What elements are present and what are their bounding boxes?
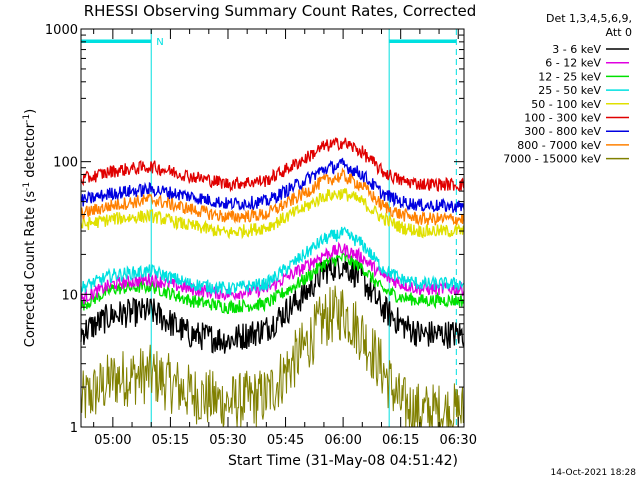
x-tick-label: 05:00 <box>94 433 131 448</box>
timestamp: 14-Oct-2021 18:28 <box>551 468 637 478</box>
y-tick-label: 100 <box>53 156 78 171</box>
y-tick-label: 1000 <box>45 23 78 38</box>
series-line-7 <box>80 167 465 226</box>
series-line-1 <box>80 241 465 305</box>
x-tick-label: 05:15 <box>152 433 189 448</box>
chart-title: RHESSI Observing Summary Count Rates, Co… <box>84 2 477 20</box>
y-tick-label: 10 <box>61 288 78 303</box>
legend-header-1: Det 1,3,4,5,6,9, <box>546 12 632 25</box>
legend-label: 6 - 12 keV <box>545 57 601 70</box>
series-line-3 <box>80 226 465 296</box>
series-line-8 <box>80 285 465 428</box>
legend-label: 7000 - 15000 keV <box>503 153 601 166</box>
legend-label: 800 - 7000 keV <box>517 139 601 152</box>
plot-frame <box>80 28 465 428</box>
series-layer <box>80 137 465 428</box>
x-axis-label: Start Time (31-May-08 04:51:42) <box>228 453 458 469</box>
legend-label: 3 - 6 keV <box>552 43 601 56</box>
x-tick-label: 06:30 <box>440 433 477 448</box>
night-interval-bar <box>81 39 152 43</box>
series-line-0 <box>80 253 465 354</box>
series-line-5 <box>80 137 465 193</box>
x-tick-label: 05:45 <box>267 433 304 448</box>
y-axis-label: Corrected Count Rate (s-1 detector-1) <box>22 109 38 347</box>
y-tick-label: 1 <box>70 421 78 436</box>
y-axis: 1 10 100 1000 <box>45 23 464 436</box>
night-flag: N <box>156 37 163 48</box>
legend-label: 300 - 800 keV <box>524 125 601 138</box>
x-tick-label: 05:30 <box>209 433 246 448</box>
legend-label: 12 - 25 keV <box>538 70 601 83</box>
legend-label: 100 - 300 keV <box>524 112 601 125</box>
series-line-4 <box>80 188 465 240</box>
series-line-6 <box>80 157 465 213</box>
legend-label: 25 - 50 keV <box>538 84 601 97</box>
series-line-2 <box>80 249 465 315</box>
legend-label: 50 - 100 keV <box>531 98 601 111</box>
night-interval-bar <box>389 39 457 43</box>
x-tick-label: 06:00 <box>324 433 361 448</box>
legend-header-2: Att 0 <box>606 26 632 39</box>
x-tick-label: 06:15 <box>382 433 419 448</box>
x-axis: 05:00 05:15 05:30 05:45 06:00 06:15 06:30 <box>93 29 477 448</box>
